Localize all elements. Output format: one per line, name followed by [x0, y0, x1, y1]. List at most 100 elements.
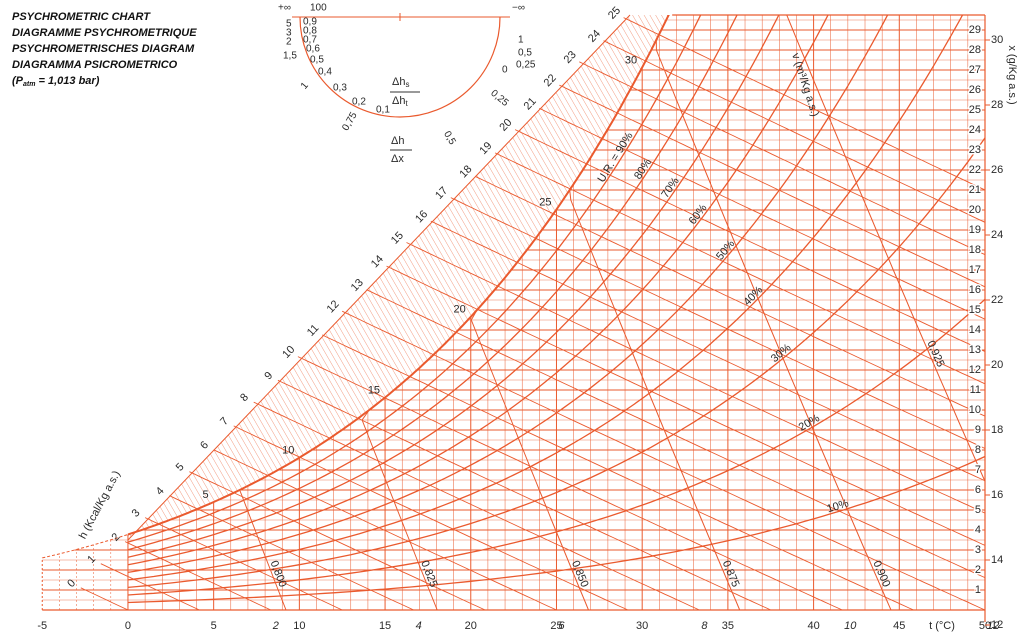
- y-tick-label: 17: [969, 264, 981, 276]
- enthalpy-line: [297, 356, 843, 611]
- protractor-arc: [299, 16, 501, 118]
- saturation-label: 20: [454, 304, 466, 316]
- enthalpy-line: [100, 563, 200, 611]
- y-tick-label: 23: [969, 144, 981, 156]
- y-axis-label: x (g/Kg a.s.): [1006, 45, 1018, 104]
- pressure-value: = 1,013 bar): [35, 75, 99, 87]
- protractor-label: 3: [286, 28, 292, 39]
- enthalpy-label: 23: [562, 49, 579, 66]
- enthalpy-label: 16: [413, 208, 430, 225]
- volume-line: [569, 189, 741, 611]
- enthalpy-label: 14: [369, 253, 386, 270]
- fraction-subscript: s: [405, 80, 409, 89]
- rh-label: 30%: [769, 342, 794, 365]
- enthalpy-label: 10: [280, 344, 297, 361]
- fraction-numerator: Δhs: [392, 76, 409, 89]
- y-tick-label: 25: [969, 104, 981, 116]
- title-line: DIAGRAMMA PSICROMETRICO: [12, 59, 178, 71]
- y-tick-label: 14: [969, 324, 981, 336]
- x-tick-label: 30: [636, 620, 648, 632]
- y-tick-label: 11: [970, 384, 981, 396]
- pressure-subscript: atm: [23, 81, 35, 88]
- enthalpy-label: 6: [198, 439, 211, 452]
- y-tick-label: 2: [975, 564, 981, 576]
- enthalpy-line: [144, 517, 343, 611]
- protractor-label: 0,4: [318, 67, 332, 78]
- rh-label: 20%: [797, 412, 822, 434]
- y-tick-label: 6: [975, 484, 981, 496]
- pressure-symbol: (P: [12, 75, 24, 87]
- protractor-label: 100: [310, 3, 327, 14]
- y-tick-label: 27: [969, 64, 981, 76]
- protractor-label: 0,3: [333, 83, 347, 94]
- enthalpy-line: [342, 310, 985, 611]
- enthalpy-label: 1: [85, 553, 98, 566]
- enthalpy-label: 13: [349, 277, 366, 294]
- fraction-text: Δh: [392, 76, 405, 88]
- protractor-label: 0,25: [488, 88, 510, 109]
- fraction-numerator: Δh: [391, 135, 404, 147]
- x-tick-label: 45: [893, 620, 905, 632]
- enthalpy-line: [494, 152, 985, 385]
- protractor-label: 0,5: [441, 129, 458, 147]
- x-tick-label: -5: [37, 620, 47, 632]
- rh-curve: [127, 15, 702, 543]
- rh-curve: [127, 15, 738, 551]
- saturation-label: 5: [203, 489, 209, 501]
- protractor-label: 0,2: [352, 97, 366, 108]
- enthalpy-line: [559, 84, 985, 288]
- protractor-label: 0: [502, 65, 508, 76]
- protractor: [292, 13, 510, 151]
- enthalpy-line: [474, 175, 985, 417]
- y-tick-label: 1: [975, 584, 981, 596]
- enthalpy-label: 19: [477, 140, 494, 157]
- pressure-note: (Patm = 1,013 bar): [12, 75, 100, 88]
- y2-tick-label: 26: [991, 164, 1003, 176]
- y-tick-label: 12: [969, 364, 981, 376]
- y-tick-label: 15: [969, 304, 981, 316]
- y-tick-label: 8: [975, 444, 981, 456]
- volume-axis-label: v (m³/Kg a.s.): [789, 52, 821, 118]
- saturation-label: 15: [368, 384, 380, 396]
- enthalpy-label: 8: [701, 620, 708, 632]
- scale-line: [127, 14, 631, 541]
- enthalpy-line: [579, 61, 985, 256]
- rh-curve: [127, 455, 985, 604]
- enthalpy-line: [539, 107, 985, 320]
- enthalpy-label: 0: [65, 577, 78, 590]
- x-tick-label: 0: [125, 620, 131, 632]
- enthalpy-line: [213, 449, 557, 611]
- enthalpy-label: 17: [433, 185, 450, 202]
- protractor-label: 0,7: [303, 35, 317, 46]
- enthalpy-line: [124, 541, 271, 611]
- protractor-label: +∞: [278, 3, 291, 14]
- volume-line: [655, 39, 892, 611]
- enthalpy-line: [386, 265, 985, 546]
- chart-labels: 10%20%30%40%50%60%70%80%U.R. = 90%510152…: [37, 5, 1018, 632]
- fraction-denominator: Δht: [392, 95, 408, 108]
- x-tick-label: 40: [807, 620, 819, 632]
- enthalpy-label: 4: [416, 620, 422, 632]
- enthalpy-line: [233, 425, 629, 611]
- protractor-label: 0,5: [518, 48, 532, 59]
- rh-curve: [127, 15, 964, 581]
- y-tick-label: 20: [969, 204, 981, 216]
- rh-curve: [127, 15, 829, 566]
- enthalpy-label: 6: [558, 620, 565, 632]
- enthalpy-line: [623, 17, 985, 191]
- y-tick-label: 13: [969, 344, 981, 356]
- protractor-label: 0,9: [303, 17, 317, 28]
- y2-tick-label: 22: [991, 294, 1003, 306]
- y2-tick-label: 20: [991, 359, 1003, 371]
- enthalpy-line: [514, 129, 985, 353]
- x-tick-label: 5: [211, 620, 217, 632]
- volume-label: 0,800: [268, 559, 289, 589]
- enthalpy-line: [450, 197, 985, 449]
- protractor-label: 0,8: [303, 26, 317, 37]
- enthalpy-line: [322, 334, 914, 611]
- y-tick-label: 28: [969, 44, 981, 56]
- enthalpy-label: 22: [542, 72, 559, 89]
- enthalpy-label: 21: [522, 95, 539, 112]
- enthalpy-label: 24: [586, 28, 603, 45]
